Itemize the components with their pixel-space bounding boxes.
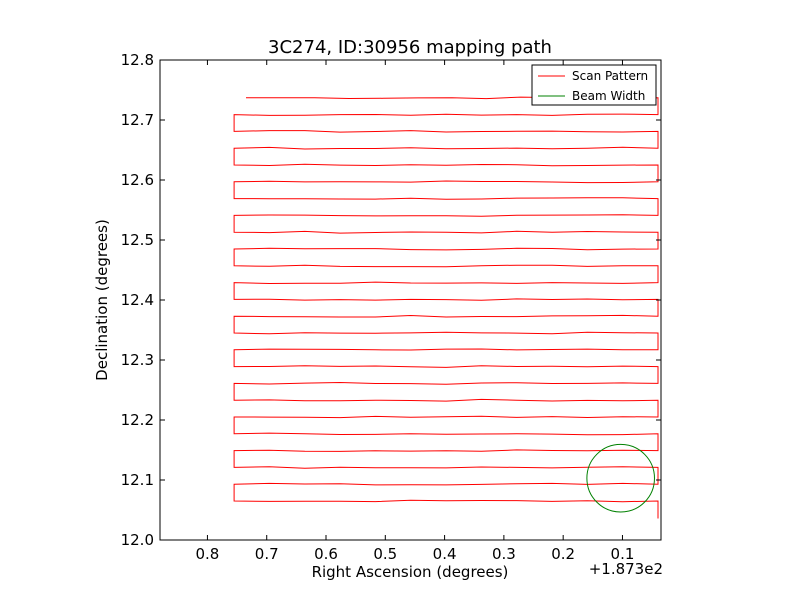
legend-label-beam-width: Beam Width — [572, 89, 645, 103]
chart-title: 3C274, ID:30956 mapping path — [268, 37, 552, 58]
y-axis-title: Declination (degrees) — [93, 219, 111, 381]
y-tick-label: 12.5 — [121, 231, 154, 249]
y-tick-label: 12.4 — [121, 291, 154, 309]
y-tick-label: 12.8 — [121, 51, 154, 69]
legend: Scan Pattern Beam Width — [531, 64, 657, 106]
beam-width-circle — [586, 443, 655, 513]
x-axis-title: Right Ascension (degrees) — [312, 563, 509, 581]
x-tick-label: 0.4 — [433, 545, 457, 563]
y-tick-label: 12.6 — [121, 171, 154, 189]
x-tick-label: 0.3 — [492, 545, 516, 563]
legend-box — [531, 64, 657, 106]
y-tick-label: 12.7 — [121, 111, 154, 129]
y-tick-label: 12.3 — [121, 351, 154, 369]
x-tick-label: 0.2 — [551, 545, 575, 563]
x-tick-label: 0.7 — [255, 545, 279, 563]
x-tick-label: 0.1 — [611, 545, 635, 563]
scan-pattern-path — [233, 96, 659, 519]
y-tick-label: 12.0 — [121, 531, 154, 549]
plot-area — [233, 96, 659, 519]
x-tick-label: 0.5 — [373, 545, 397, 563]
y-tick-label: 12.1 — [121, 471, 154, 489]
x-axis: 0.8 0.7 0.6 0.5 0.4 0.3 0.2 0.1 — [196, 60, 635, 563]
y-axis: 12.0 12.1 12.2 12.3 12.4 12.5 12.6 12.7 12.8 — [121, 51, 661, 549]
y-tick-label: 12.2 — [121, 411, 154, 429]
x-offset-label: +1.873e2 — [589, 560, 663, 578]
x-tick-label: 0.8 — [196, 545, 220, 563]
legend-label-scan-pattern: Scan Pattern — [572, 69, 648, 83]
x-tick-label: 0.6 — [314, 545, 338, 563]
